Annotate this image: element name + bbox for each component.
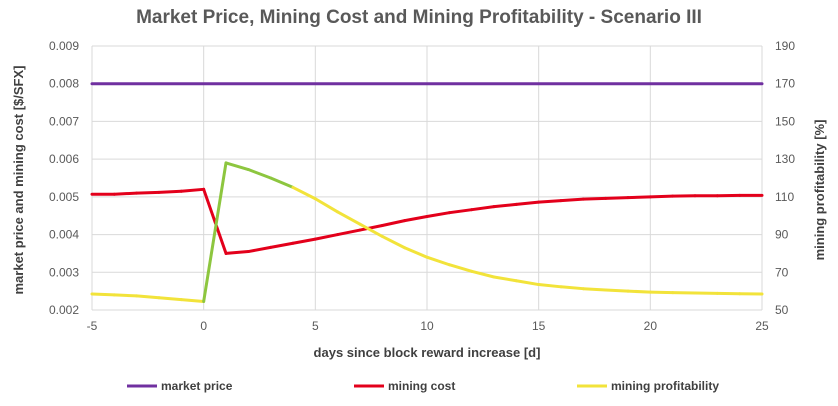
mining-cost-segment: [291, 237, 317, 245]
y-right-tick-label: 90: [775, 228, 789, 242]
y-left-tick-label: 0.008: [49, 77, 79, 91]
mining-profitability-segment: [179, 298, 206, 304]
mining-profitability-segment: [112, 293, 139, 298]
y-axis-left-label: market price and mining cost [$/SFX]: [11, 66, 26, 295]
series-layer: [90, 82, 764, 304]
mining-profitability-segment: [581, 287, 608, 292]
x-tick-label: 5: [312, 319, 319, 333]
mining-profitability-segment: [313, 197, 340, 214]
mining-cost-segment: [135, 190, 161, 195]
mining-cost-segment: [358, 224, 384, 232]
y-axis-right-label: mining profitability [%]: [812, 120, 827, 261]
y-right-tick-label: 130: [775, 152, 795, 166]
mining-cost-segment: [626, 195, 652, 200]
mining-profitability-segment: [537, 283, 563, 289]
mining-cost-segment: [648, 194, 675, 199]
legend-label-mining-profitability: mining profitability: [611, 379, 719, 393]
mining-cost-segment: [313, 233, 340, 241]
legend-label-mining-cost: mining cost: [388, 379, 455, 393]
y-right-tick-label: 190: [775, 39, 795, 53]
mining-cost-segment: [157, 189, 183, 194]
legend: market price mining cost mining profitabil…: [127, 379, 719, 393]
y-left-tick-label: 0.003: [49, 265, 79, 279]
y-right-tick-label: 50: [775, 303, 789, 317]
mining-cost-segment: [559, 197, 585, 203]
x-tick-label: -5: [87, 319, 98, 333]
grid-layer: [91, 45, 763, 311]
y-left-tick-label: 0.002: [49, 303, 79, 317]
mining-profitability-segment: [425, 255, 451, 267]
mining-profitability-segment: [492, 275, 518, 283]
mining-profitability-segment: [202, 161, 228, 304]
x-axis-label: days since block reward increase [d]: [314, 345, 541, 360]
mining-cost-segment: [425, 211, 451, 218]
mining-cost-segment: [112, 191, 139, 196]
mining-profitability-segment: [157, 296, 183, 302]
chart-title: Market Price, Mining Cost and Mining Pro…: [136, 7, 702, 28]
mining-cost-segment: [447, 208, 474, 215]
mining-cost-segment: [537, 199, 563, 204]
mining-profitability-segment: [626, 289, 652, 294]
y-right-tick-label: 110: [775, 190, 794, 204]
x-tick-label: 25: [755, 319, 769, 333]
y-left-tick-label: 0.007: [49, 114, 79, 128]
mining-cost-segment: [604, 196, 630, 200]
y-left-tick-label: 0.009: [49, 39, 79, 53]
mining-profitability-segment: [269, 176, 295, 189]
mining-profitability-segment: [604, 288, 630, 293]
mining-cost-segment: [514, 200, 541, 206]
mining-cost-segment: [179, 187, 206, 193]
mining-cost-segment: [246, 245, 273, 254]
mining-profitability-segment: [559, 285, 585, 291]
y-right-tick-label: 70: [775, 265, 789, 279]
mining-profitability-segment: [246, 168, 273, 180]
mining-cost-segment: [224, 250, 250, 255]
x-tick-label: 15: [532, 319, 546, 333]
mining-cost-segment: [202, 187, 228, 255]
mining-cost-segment: [380, 219, 407, 228]
mining-profitability-segment: [648, 290, 675, 295]
mining-cost-segment: [581, 196, 608, 201]
mining-cost-segment: [336, 228, 362, 237]
mining-profitability-segment: [470, 269, 496, 279]
legend-label-market-price: market price: [161, 379, 233, 393]
mining-profitability-segment: [135, 294, 161, 300]
mining-profitability-segment: [514, 279, 541, 287]
y-left-tick-label: 0.006: [49, 152, 79, 166]
mining-profitability-segment: [291, 185, 317, 201]
mining-profitability-segment: [447, 263, 474, 273]
x-tick-label: 0: [200, 319, 207, 333]
mining-profitability-segment: [403, 246, 429, 259]
y-right-tick-label: 170: [775, 77, 795, 91]
mining-cost-segment: [269, 241, 295, 249]
mining-profitability-segment: [90, 292, 116, 297]
mining-cost-segment: [403, 214, 429, 223]
mining-profitability-segment: [336, 210, 362, 226]
mining-profitability-segment: [224, 161, 250, 172]
x-tick-label: 20: [644, 319, 658, 333]
mining-cost-segment: [492, 202, 518, 209]
y-left-tick-label: 0.005: [49, 190, 79, 204]
tick-layer: 0.002 0.003 0.004 0.005 0.006 0.007 0.008 0.009…: [49, 39, 795, 333]
x-tick-label: 10: [420, 319, 434, 333]
y-left-tick-label: 0.004: [49, 228, 79, 242]
mining-profitability-segment: [380, 234, 407, 250]
mining-profitability-segment: [358, 222, 384, 238]
y-right-tick-label: 150: [775, 114, 795, 128]
mining-cost-segment: [470, 205, 496, 212]
